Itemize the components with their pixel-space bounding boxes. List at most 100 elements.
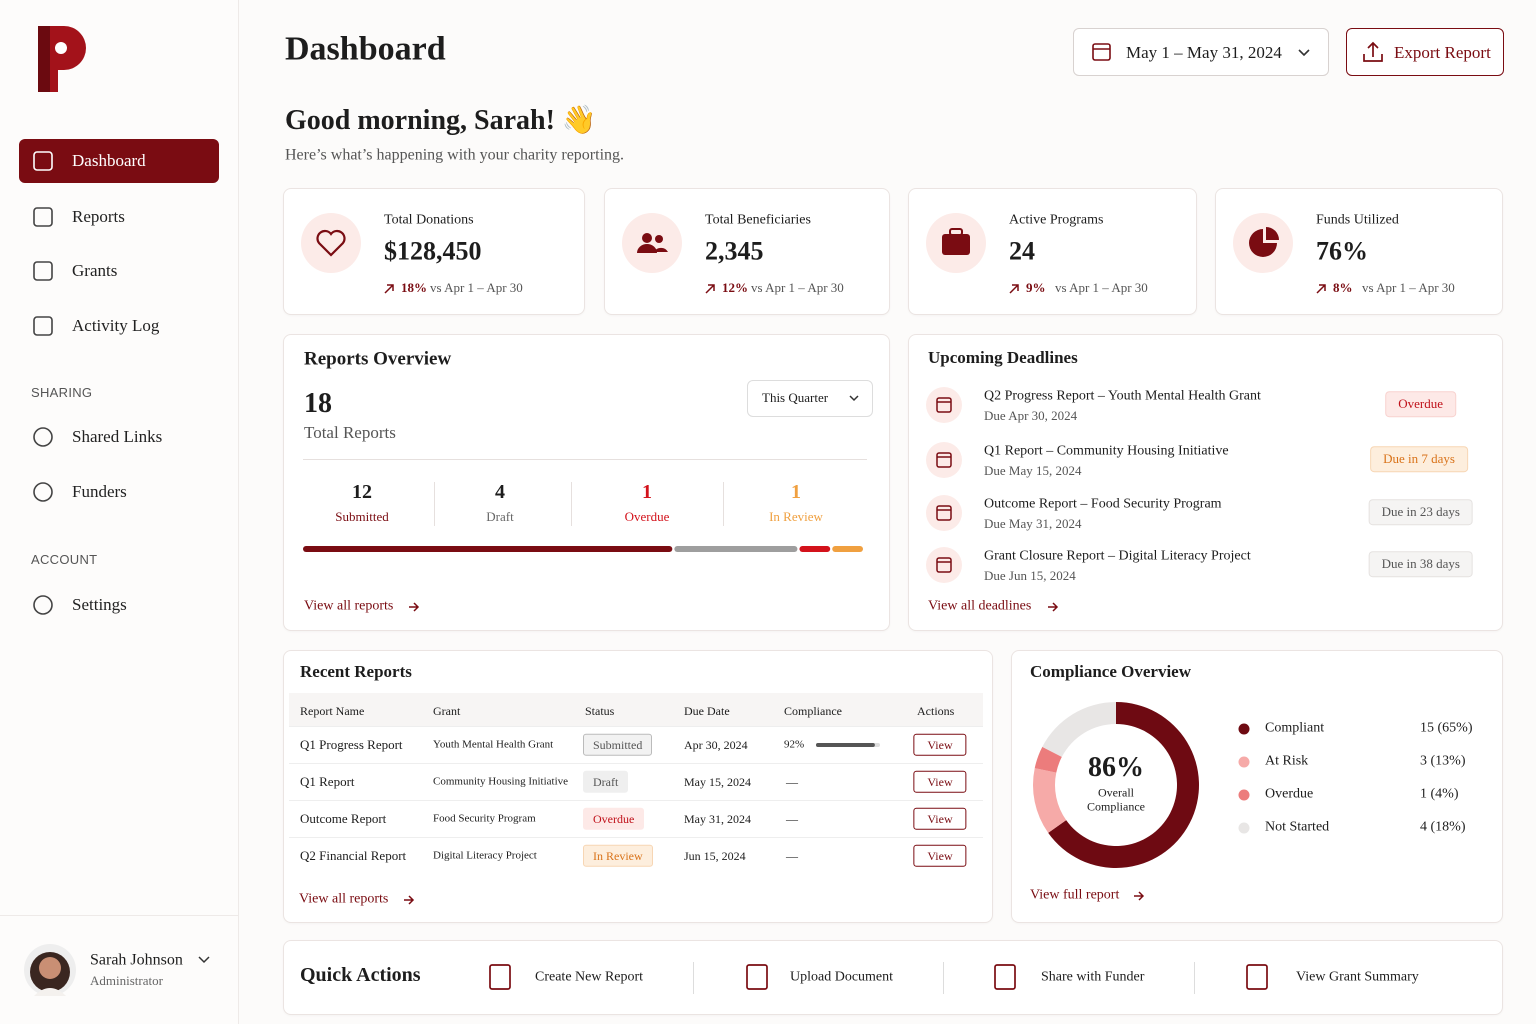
legend-name: Compliant [1265,720,1325,736]
stat-change: 8% [1333,280,1353,296]
report-status: Overdue [583,807,645,831]
report-compliance: 92% [784,738,805,751]
legend-value: 3 (13%) [1420,753,1466,769]
breakdown-count: 1 [791,481,801,503]
quick-action[interactable]: Upload Document [790,969,894,985]
deadline-badge: Due in 7 days [1370,446,1468,472]
legend-name: At Risk [1265,753,1309,769]
view-button[interactable]: View [913,770,967,794]
breakdown-count: 1 [642,481,652,503]
report-due: May 31, 2024 [684,811,751,826]
legend-value: 4 (18%) [1420,819,1466,835]
report-grant: Food Security Program [433,812,536,825]
report-compliance: — [786,848,798,863]
quick-action[interactable]: View Grant Summary [1296,969,1419,985]
greeting-subtitle: Here’s what’s happening with your charit… [285,146,625,164]
card [283,650,993,923]
date-button[interactable] [1073,28,1329,76]
card [908,334,1503,631]
legend-value: 15 (65%) [1420,720,1473,736]
deadline-name: Grant Closure Report – Digital Literacy … [984,548,1251,564]
page-title: Dashboard [285,30,446,68]
stat-label: Active Programs [1009,212,1104,228]
legend-value: 1 (4%) [1420,786,1459,802]
table-column-header: Status [585,703,615,718]
deadline-badge: Due in 23 days [1368,499,1473,525]
legend-name: Overdue [1265,786,1314,802]
deadline-badge: Due in 38 days [1368,551,1473,577]
table-column-header: Grant [433,703,461,718]
report-due: Apr 30, 2024 [684,737,748,752]
report-due: May 15, 2024 [684,774,751,789]
nav-item[interactable]: Grants [72,260,118,280]
report-name: Q2 Financial Report [300,848,407,864]
stat-label: Funds Utilized [1316,212,1399,228]
stat-value: 76% [1316,236,1368,266]
stat-period: vs Apr 1 – Apr 30 [1055,280,1148,296]
nav-item[interactable]: Settings [72,594,127,614]
card [908,188,1197,315]
nav-item[interactable]: Shared Links [72,426,163,446]
view-link[interactable]: View all deadlines [928,598,1032,614]
table-column-header: Due Date [684,703,730,718]
stat-change: 18% [401,280,427,296]
date-range[interactable]: May 1 – May 31, 2024 [1126,42,1282,62]
deadline-due: Due Apr 30, 2024 [984,408,1078,424]
nav-item[interactable]: Dashboard [72,150,146,170]
stat-change: 9% [1026,280,1046,296]
view-button[interactable]: View [913,844,967,868]
card-title: Upcoming Deadlines [928,347,1078,367]
legend-name: Not Started [1265,819,1330,835]
export-label[interactable]: Export Report [1394,42,1491,62]
stat-value: $128,450 [384,236,482,266]
donut-center-label: Overall Compliance [1087,785,1145,814]
table-header [289,693,983,727]
report-status: Draft [583,770,629,794]
user-name[interactable]: Sarah Johnson [90,951,183,969]
filter-label[interactable]: This Quarter [762,390,829,406]
stat-period: vs Apr 1 – Apr 30 [1362,280,1455,296]
total-reports-label: Total Reports [304,422,396,442]
donut-center-value: 86% [1088,752,1144,784]
stat-change: 12% [722,280,748,296]
report-compliance: — [786,811,798,826]
nav-item[interactable]: Funders [72,481,127,501]
nav-item[interactable]: Activity Log [72,315,160,335]
report-grant: Youth Mental Health Grant [433,738,554,751]
card-title: Recent Reports [300,661,412,681]
nav-section-title: SHARING [31,385,93,401]
report-name: Q1 Report [300,774,355,790]
deadline-name: Outcome Report – Food Security Program [984,496,1222,512]
quick-action[interactable]: Create New Report [535,969,644,985]
sidebar-divider [0,915,238,916]
total-reports: 18 [304,388,332,420]
deadline-due: Due May 15, 2024 [984,463,1082,479]
stat-value: 2,345 [705,236,764,266]
stat-label: Total Beneficiaries [705,212,811,228]
greeting: Good morning, Sarah! 👋 [285,105,597,137]
report-status: In Review [583,844,653,868]
table-column-header: Compliance [784,703,842,718]
table-column-header: Report Name [300,703,365,718]
nav-item[interactable]: Reports [72,206,125,226]
report-name: Outcome Report [300,811,387,827]
view-button[interactable]: View [913,807,967,831]
report-grant: Digital Literacy Project [433,849,537,862]
view-link[interactable]: View all reports [299,891,389,907]
quick-action[interactable]: Share with Funder [1041,969,1145,985]
breakdown-label: Draft [486,509,514,525]
report-status: Submitted [583,733,653,757]
stat-value: 24 [1009,236,1035,266]
user-role: Administrator [90,973,163,989]
card-title: Quick Actions [300,964,421,986]
view-button[interactable]: View [913,733,967,757]
report-compliance: — [786,774,798,789]
breakdown-label: Submitted [335,509,389,525]
breakdown-label: Overdue [624,509,670,525]
view-link[interactable]: View all reports [304,598,394,614]
view-link[interactable]: View full report [1030,887,1120,903]
breakdown-count: 4 [495,481,505,503]
nav-section-title: ACCOUNT [31,552,98,568]
card [283,940,1503,1015]
stat-period: vs Apr 1 – Apr 30 [751,280,844,296]
